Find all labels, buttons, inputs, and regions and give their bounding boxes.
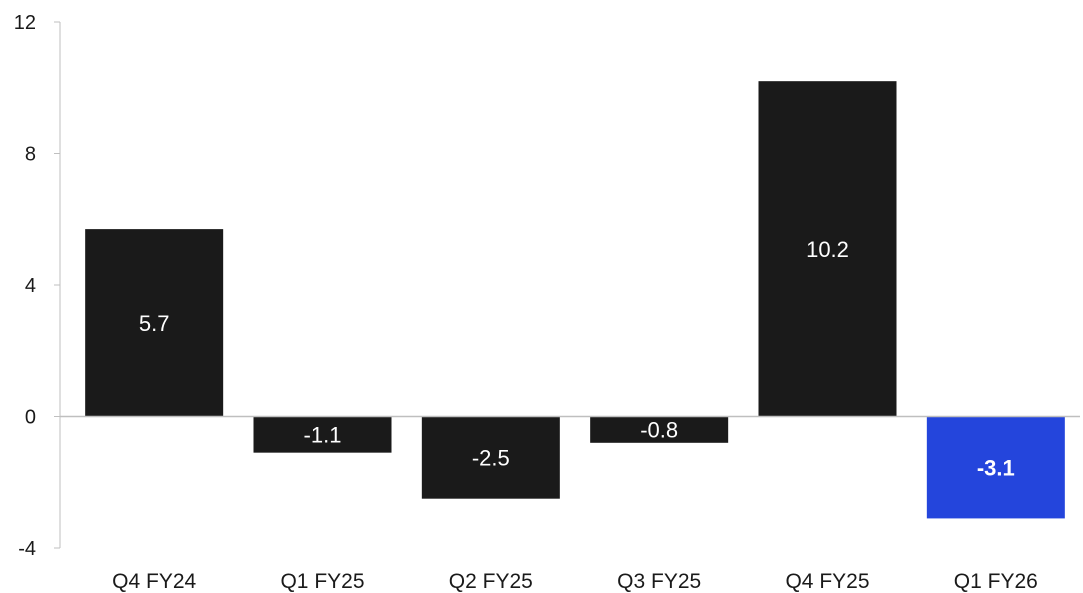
data-label: -1.1 xyxy=(304,423,342,448)
y-tick-label: 12 xyxy=(14,12,36,34)
x-category-label: Q4 FY24 xyxy=(112,570,196,593)
y-tick-label: 8 xyxy=(25,144,36,166)
x-category-label: Q1 FY26 xyxy=(954,570,1038,593)
data-label: -3.1 xyxy=(977,455,1015,480)
y-tick-label: 4 xyxy=(25,275,36,297)
data-label: -0.8 xyxy=(640,418,678,443)
y-axis: -4 0 4 8 12 xyxy=(14,12,61,560)
y-tick-label: 0 xyxy=(25,407,36,429)
y-tick-label: -4 xyxy=(18,538,36,560)
data-label: 5.7 xyxy=(139,311,170,336)
data-label: -2.5 xyxy=(472,446,510,471)
bar xyxy=(590,416,729,443)
bar xyxy=(85,229,224,417)
x-category-label: Q1 FY25 xyxy=(280,570,364,593)
bar xyxy=(421,416,560,499)
x-category-label: Q3 FY25 xyxy=(617,570,701,593)
bar xyxy=(758,81,897,417)
data-labels: 5.7 -1.1 -2.5 -0.8 10.2 -3.1 xyxy=(139,237,1015,481)
x-axis: Q4 FY24 Q1 FY25 Q2 FY25 Q3 FY25 Q4 FY25 Q1 FY… xyxy=(112,570,1038,593)
bar xyxy=(253,416,392,453)
bar-highlight xyxy=(926,416,1065,519)
x-category-label: Q4 FY25 xyxy=(785,570,869,593)
data-label: 10.2 xyxy=(806,237,849,262)
x-category-label: Q2 FY25 xyxy=(449,570,533,593)
bars xyxy=(85,81,1065,519)
